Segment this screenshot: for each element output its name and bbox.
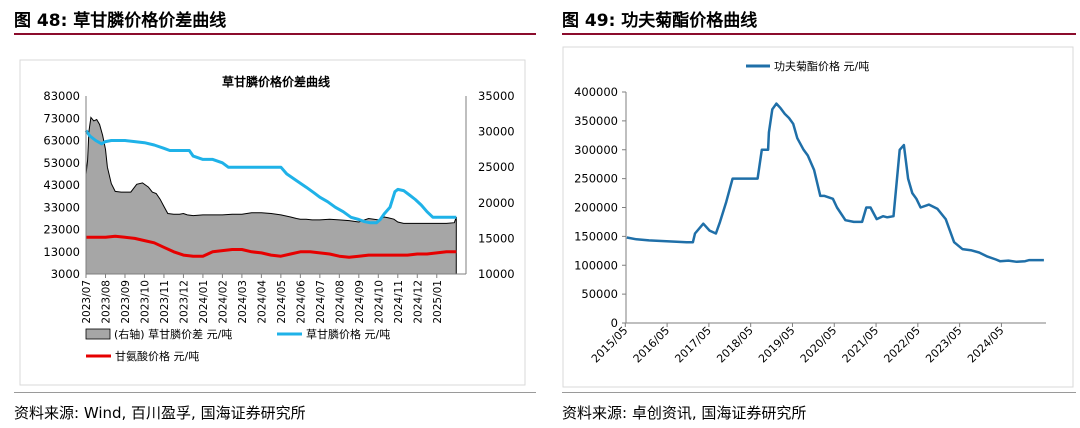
x-tick-label: 2023/08 xyxy=(100,280,112,324)
right-chart: 功夫菊酯价格 元/吨 400000 350000 300000 250000 20000… xyxy=(562,46,1074,388)
left-heading-rule xyxy=(14,33,536,35)
left-y-tick-label: 53000 xyxy=(43,156,80,170)
x-tick-label: 2024/01 xyxy=(198,280,210,324)
legend-glyphosate-label: 草甘膦价格 元/吨 xyxy=(306,327,390,341)
right-heading-rule xyxy=(562,33,1076,35)
x-tick-label: 2024/12 xyxy=(412,280,424,324)
x-tick-label: 2024/10 xyxy=(373,280,385,324)
left-y-tick-label: 33000 xyxy=(43,200,80,214)
series-spread-area xyxy=(85,116,457,275)
left-y-tick-label: 3000 xyxy=(51,267,80,281)
right-bottom-rule xyxy=(562,392,1076,393)
x-tick-label: 2024/06 xyxy=(295,280,307,324)
right-y-tick-label: 20000 xyxy=(478,196,515,210)
legend-spread-swatch xyxy=(85,328,111,340)
right-y-tick-label: 10000 xyxy=(478,267,515,281)
y-tick-label: 0 xyxy=(611,316,618,330)
right-source-note: 资料来源: 卓创资讯, 国海证券研究所 xyxy=(562,404,807,422)
x-tick-label: 2023/11 xyxy=(159,280,171,324)
x-tick-label: 2023/12 xyxy=(178,280,190,324)
series-cyhalothrin-price-line xyxy=(626,102,1044,264)
x-tick-label: 2023/09 xyxy=(120,280,132,324)
right-chart-frame xyxy=(562,46,1074,388)
x-tick-label: 2024/02 xyxy=(217,280,229,324)
right-y-tick-label: 35000 xyxy=(478,89,515,103)
left-chart-title: 草甘膦价格价差曲线 xyxy=(222,74,330,89)
y-tick-label: 100000 xyxy=(574,258,618,272)
left-chart: 草甘膦价格价差曲线 83000 73000 63000 53000 43000 33000… xyxy=(19,59,526,386)
legend-spread-label: (右轴) 草甘膦价差 元/吨 xyxy=(114,327,232,341)
left-bottom-rule xyxy=(14,392,536,393)
y-tick-label: 350000 xyxy=(574,114,618,128)
x-tick-label: 2024/09 xyxy=(354,280,366,324)
x-tick-label: 2023/10 xyxy=(139,280,151,324)
x-tick-label: 2024/05 xyxy=(276,280,288,324)
left-y-tick-label: 23000 xyxy=(43,223,80,237)
x-tick-label: 2024/08 xyxy=(334,280,346,324)
right-y-tick-label: 15000 xyxy=(478,231,515,245)
left-y-tick-label: 43000 xyxy=(43,178,80,192)
y-tick-label: 200000 xyxy=(574,201,618,215)
y-tick-label: 400000 xyxy=(574,85,618,99)
left-y-tick-label: 63000 xyxy=(43,134,80,148)
y-tick-label: 300000 xyxy=(574,143,618,157)
right-y-tick-label: 25000 xyxy=(478,160,515,174)
x-tick-label: 2024/03 xyxy=(237,280,249,324)
x-tick-label: 2024/04 xyxy=(256,280,268,324)
y-tick-label: 50000 xyxy=(581,287,618,301)
left-y-tick-label: 73000 xyxy=(43,111,80,125)
x-tick-label: 2023/07 xyxy=(81,280,93,324)
left-figure-heading: 图 48: 草甘膦价格价差曲线 xyxy=(14,11,227,31)
x-tick-label: 2025/01 xyxy=(432,280,444,324)
y-tick-label: 250000 xyxy=(574,172,618,186)
series-glyphosate-price-line xyxy=(84,129,457,225)
legend-cyhalothrin-label: 功夫菊酯价格 元/吨 xyxy=(774,59,869,73)
left-y-tick-label: 83000 xyxy=(43,89,80,103)
x-tick-label: 2024/11 xyxy=(393,280,405,324)
legend-glycine-label: 甘氨酸价格 元/吨 xyxy=(115,349,199,363)
left-y-tick-label: 13000 xyxy=(43,245,80,259)
right-figure-heading: 图 49: 功夫菊酯价格曲线 xyxy=(562,11,758,31)
x-tick-label: 2024/07 xyxy=(315,280,327,324)
series-glycine-price-line xyxy=(86,234,457,259)
right-y-tick-label: 30000 xyxy=(478,125,515,139)
y-tick-label: 150000 xyxy=(574,229,618,243)
left-source-note: 资料来源: Wind, 百川盈孚, 国海证券研究所 xyxy=(14,404,306,422)
